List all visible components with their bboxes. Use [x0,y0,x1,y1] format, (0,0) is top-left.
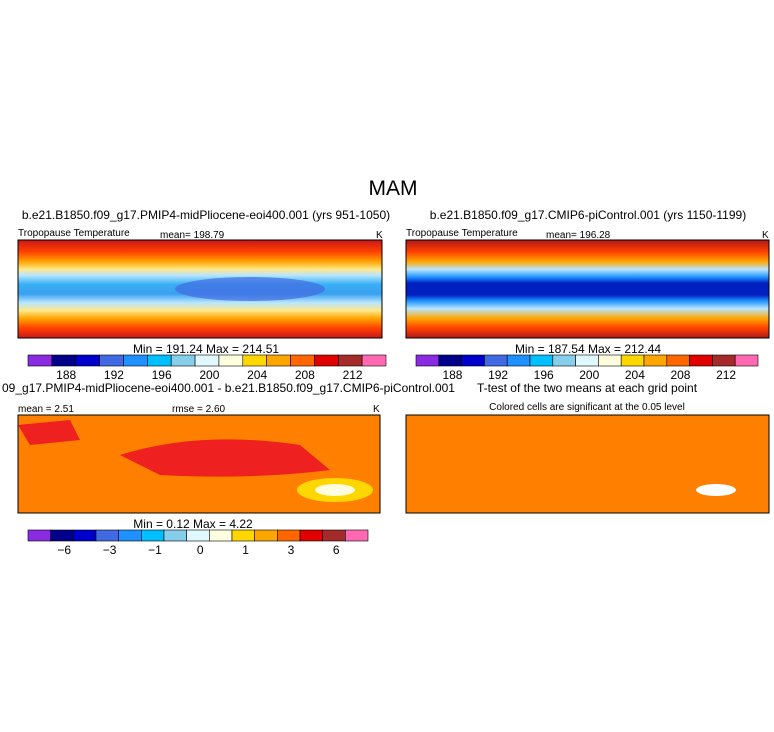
map-feature [120,439,330,477]
colorbar-cell [163,529,187,542]
colorbar-label: 200 [199,368,219,382]
colorbar-cell [147,354,172,367]
colorbar-cell [95,529,119,542]
colorbar-label: −1 [148,543,162,557]
colorbar-cell [461,354,485,367]
colorbar-cell [552,354,576,367]
map-feature [315,484,355,496]
colorbar-label: 208 [295,368,315,382]
colorbar: 188 192 196 200 204 208 212 [415,354,759,382]
colorbar-label: 204 [625,368,645,382]
colorbar-label: 196 [534,368,554,382]
colorbar-cell [194,354,220,367]
colorbar-cell [209,529,233,542]
colorbar-cell [438,354,462,367]
colorbar-cell [99,354,124,367]
colorbar-cell [242,354,267,367]
colorbar-cell [734,354,759,367]
colorbar-cell [299,529,323,542]
colorbar-cell [27,529,51,542]
colorbar-cell [231,529,255,542]
colorbar-label: −3 [103,543,117,557]
panel-header: b.e21.B1850.f09_g17.CMIP6-piControl.001 … [430,208,746,222]
colorbar-cell [75,354,100,367]
colorbar-cell [141,529,165,542]
colorbar-cell [218,354,244,367]
colorbar-cell [290,354,315,367]
colorbar-label: 6 [333,543,340,557]
colorbar-cell [27,354,53,367]
map-feature [18,420,80,445]
colorbar-label: 192 [104,368,124,382]
panel-minmax: Min = 0.12 Max = 4.22 [133,517,253,531]
colorbar-cell [712,354,736,367]
colorbar-label: 204 [247,368,267,382]
colorbar-label: −6 [57,543,71,557]
colorbar-label: 188 [56,368,76,382]
colorbar-label: 212 [343,368,363,382]
colorbar-label: 188 [442,368,462,382]
colorbar-label: 1 [242,543,249,557]
colorbar-cell [337,354,363,367]
colorbar-cell [575,354,599,367]
panel-label: Tropopause Temperature [406,228,518,239]
colorbar-label: 200 [579,368,599,382]
panel-mean: mean= 196.28 [546,230,611,241]
colorbar-label: 0 [197,543,204,557]
panel-rmse: rmse = 2.60 [172,404,226,415]
panel-minmax: Min = 191.24 Max = 214.51 [133,342,279,356]
colorbar-cell [345,529,369,542]
colorbar-cell [666,354,690,367]
panel-label: Tropopause Temperature [18,228,130,239]
map [405,414,770,514]
panel-header: 09_g17.PMIP4-midPliocene-eoi400.001 - b.… [2,381,455,395]
colorbar-label: 196 [152,368,172,382]
colorbar-cell [170,354,196,367]
colorbar-cell [73,529,97,542]
colorbar-cell [118,529,142,542]
colorbar-cell [254,529,278,542]
colorbar-cell [186,529,210,542]
colorbar-cell [529,354,554,367]
map [405,239,770,339]
colorbar-cell [314,354,339,367]
colorbar-label: 212 [716,368,736,382]
panel-subtitle: Colored cells are significant at the 0.0… [489,402,685,413]
colorbar-cell [51,354,77,367]
colorbar-cell [266,354,291,367]
colorbar-cell [322,529,346,542]
colorbar-cell [484,354,508,367]
figure-title: MAM [369,177,418,200]
panel-units: K [376,230,383,241]
colorbar-cell [689,354,713,367]
colorbar-cell [620,354,645,367]
panel-minmax: Min = 187.54 Max = 212.44 [515,342,661,356]
panel-header: T-test of the two means at each grid poi… [477,381,698,395]
colorbar-cell [361,354,387,367]
colorbar-label: 3 [288,543,295,557]
colorbar-cell [643,354,668,367]
colorbar-cell [50,529,74,542]
colorbar-cell [123,354,148,367]
panel-units: K [373,404,380,415]
colorbar-cell [277,529,301,542]
panel-units: K [762,230,769,241]
panel-mean: mean = 2.51 [18,404,74,415]
colorbar-label: 208 [670,368,690,382]
colorbar: −6 −3 −1 0 1 3 6 [27,529,369,557]
colorbar: 188 192 196 200 204 208 212 [27,354,387,382]
panel-mean: mean= 198.79 [160,230,225,241]
colorbar-cell [506,354,531,367]
colorbar-label: 192 [488,368,508,382]
map-feature [175,277,325,301]
colorbar-cell [598,354,622,367]
colorbar-cell [415,354,440,367]
map-feature [696,484,736,496]
panel-header: b.e21.B1850.f09_g17.PMIP4-midPliocene-eo… [22,208,390,222]
